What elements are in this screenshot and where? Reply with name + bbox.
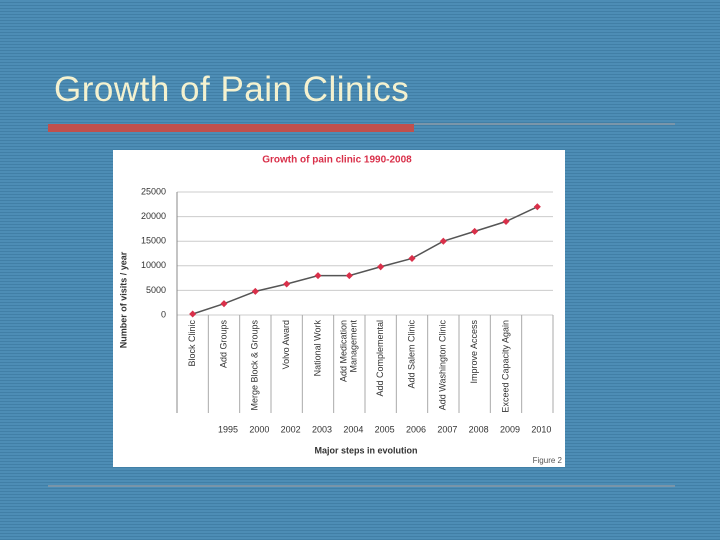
step-label: Exceed Capacity Again xyxy=(500,320,510,413)
data-point xyxy=(283,280,291,288)
data-line xyxy=(192,206,538,315)
data-point xyxy=(502,217,510,226)
x-tick-label: 1995 xyxy=(218,424,238,434)
y-tick-label: 25000 xyxy=(141,186,166,196)
x-tick-label: 2002 xyxy=(281,424,301,434)
y-tick-label: 20000 xyxy=(141,211,166,221)
x-tick-label: 2006 xyxy=(406,424,426,434)
step-label: Volvo Award xyxy=(281,320,291,369)
data-point xyxy=(314,272,322,280)
x-tick-label: 2000 xyxy=(249,424,269,434)
figure-label: Figure 2 xyxy=(533,456,563,465)
x-tick-label: 2010 xyxy=(531,424,551,434)
data-point xyxy=(439,237,447,245)
y-axis-label: Number of visits / year xyxy=(118,251,128,348)
title-bar xyxy=(48,124,414,132)
data-point xyxy=(189,310,197,318)
step-label: Merge Block & Groups xyxy=(250,320,260,411)
data-point xyxy=(471,227,479,235)
data-point xyxy=(220,300,228,308)
data-point xyxy=(533,203,541,211)
step-label: Improve Access xyxy=(469,320,479,384)
x-tick-label: 2008 xyxy=(469,424,489,434)
y-tick-label: 10000 xyxy=(141,260,166,270)
step-label: National Work xyxy=(312,320,322,377)
data-point xyxy=(345,272,353,280)
step-label: Add Washington Clinic xyxy=(438,320,448,411)
x-tick-label: 2007 xyxy=(437,424,457,434)
x-tick-label: 2004 xyxy=(343,424,363,434)
y-tick-label: 15000 xyxy=(141,236,166,246)
step-label: Add Salem Clinic xyxy=(406,320,416,389)
x-tick-label: 2009 xyxy=(500,424,520,434)
x-axis-label: Major steps in evolution xyxy=(314,445,417,455)
chart-background xyxy=(113,150,565,467)
step-label: Block Clinic xyxy=(187,320,197,367)
x-tick-label: 2005 xyxy=(375,424,395,434)
chart-title: Growth of pain clinic 1990-2008 xyxy=(262,155,412,166)
y-tick-label: 0 xyxy=(161,309,166,319)
step-label: Add Complemental xyxy=(375,320,385,397)
x-tick-label: 2003 xyxy=(312,424,332,434)
y-tick-label: 5000 xyxy=(146,285,166,295)
data-point xyxy=(377,263,385,271)
slide-title: Growth of Pain Clinics xyxy=(54,70,410,109)
step-label: Add Groups xyxy=(218,320,228,369)
step-label: Add Medication xyxy=(339,320,349,382)
step-label: Management xyxy=(349,320,359,373)
